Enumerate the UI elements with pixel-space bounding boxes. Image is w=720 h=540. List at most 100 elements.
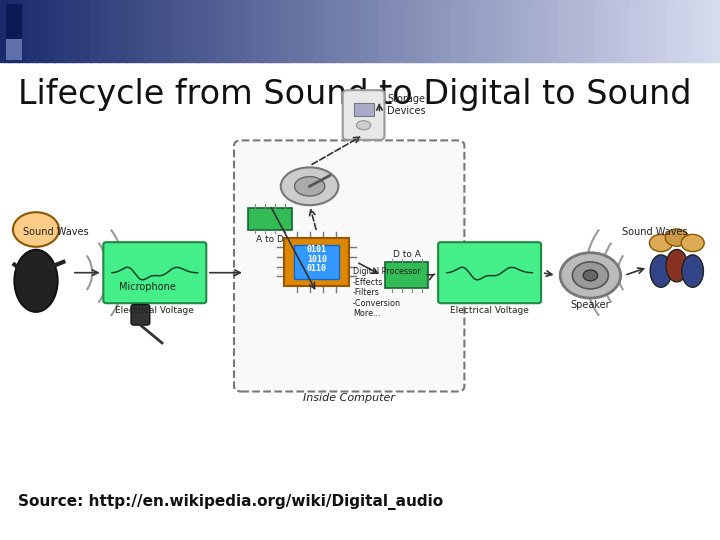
- Bar: [423, 0, 433, 62]
- Bar: [441, 0, 451, 62]
- Bar: [9, 0, 19, 62]
- Bar: [297, 0, 307, 62]
- Bar: [621, 0, 631, 62]
- Bar: [162, 0, 173, 62]
- Bar: [333, 0, 343, 62]
- Bar: [6, 4, 22, 38]
- Bar: [540, 0, 550, 62]
- Text: Electrical Voltage: Electrical Voltage: [115, 306, 194, 315]
- Bar: [342, 0, 353, 62]
- Ellipse shape: [650, 255, 672, 287]
- Bar: [294, 245, 340, 279]
- Bar: [385, 262, 428, 288]
- Bar: [432, 0, 442, 62]
- Bar: [684, 0, 694, 62]
- Bar: [63, 0, 73, 62]
- Bar: [396, 0, 407, 62]
- Circle shape: [681, 234, 704, 252]
- FancyBboxPatch shape: [438, 242, 541, 303]
- Ellipse shape: [281, 167, 338, 205]
- Circle shape: [560, 253, 621, 298]
- Bar: [288, 0, 299, 62]
- Bar: [180, 0, 190, 62]
- Bar: [324, 0, 334, 62]
- Text: Digital Processor
-Effects
-Filters
-Conversion
More...: Digital Processor -Effects -Filters -Con…: [353, 267, 420, 318]
- Bar: [261, 0, 271, 62]
- Ellipse shape: [356, 120, 371, 130]
- Bar: [666, 0, 677, 62]
- Bar: [171, 0, 181, 62]
- Circle shape: [665, 229, 688, 246]
- Bar: [144, 0, 154, 62]
- Bar: [360, 0, 370, 62]
- Bar: [225, 0, 235, 62]
- Bar: [576, 0, 586, 62]
- Bar: [270, 0, 281, 62]
- Bar: [54, 0, 65, 62]
- Bar: [135, 0, 145, 62]
- Bar: [153, 0, 163, 62]
- Text: Speaker: Speaker: [570, 300, 611, 310]
- Bar: [657, 0, 667, 62]
- Bar: [387, 0, 397, 62]
- Bar: [702, 0, 712, 62]
- Bar: [522, 0, 532, 62]
- Circle shape: [583, 270, 598, 281]
- Text: Microphone: Microphone: [120, 282, 176, 292]
- Bar: [90, 0, 101, 62]
- Bar: [108, 0, 119, 62]
- Bar: [486, 0, 497, 62]
- Circle shape: [649, 234, 672, 252]
- Bar: [117, 0, 127, 62]
- Bar: [594, 0, 604, 62]
- Bar: [558, 0, 569, 62]
- Bar: [459, 0, 469, 62]
- FancyBboxPatch shape: [234, 140, 464, 392]
- Bar: [351, 0, 361, 62]
- Bar: [248, 208, 292, 230]
- Bar: [504, 0, 514, 62]
- Text: Lifecycle from Sound to Digital to Sound: Lifecycle from Sound to Digital to Sound: [18, 78, 691, 111]
- Bar: [693, 0, 703, 62]
- Bar: [27, 0, 37, 62]
- Bar: [405, 0, 415, 62]
- Text: Sound Waves: Sound Waves: [622, 227, 688, 237]
- Bar: [0, 0, 11, 62]
- Bar: [207, 0, 217, 62]
- Bar: [99, 0, 109, 62]
- Bar: [18, 0, 29, 62]
- Bar: [585, 0, 595, 62]
- Bar: [513, 0, 523, 62]
- Bar: [630, 0, 641, 62]
- Text: A to D: A to D: [256, 235, 284, 244]
- Bar: [711, 0, 720, 62]
- Bar: [378, 0, 389, 62]
- Bar: [648, 0, 658, 62]
- Text: Electrical Voltage: Electrical Voltage: [450, 306, 529, 315]
- Text: D to A: D to A: [393, 250, 420, 259]
- Bar: [234, 0, 245, 62]
- Bar: [126, 0, 137, 62]
- Bar: [189, 0, 199, 62]
- FancyBboxPatch shape: [131, 305, 150, 325]
- Bar: [6, 39, 22, 60]
- Bar: [468, 0, 478, 62]
- Text: Inside Computer: Inside Computer: [303, 393, 395, 403]
- Circle shape: [572, 262, 608, 289]
- Bar: [243, 0, 253, 62]
- Bar: [306, 0, 317, 62]
- Bar: [639, 0, 649, 62]
- Bar: [36, 0, 46, 62]
- Bar: [81, 0, 91, 62]
- Text: Source: http://en.wikipedia.org/wiki/Digital_audio: Source: http://en.wikipedia.org/wiki/Dig…: [18, 494, 443, 510]
- Bar: [369, 0, 379, 62]
- Bar: [279, 0, 289, 62]
- FancyBboxPatch shape: [343, 90, 384, 140]
- Bar: [315, 0, 325, 62]
- Text: Storage
Devices: Storage Devices: [387, 94, 426, 116]
- Bar: [603, 0, 613, 62]
- Bar: [252, 0, 262, 62]
- Bar: [354, 103, 374, 116]
- Bar: [567, 0, 577, 62]
- Text: Sound Waves: Sound Waves: [23, 227, 89, 237]
